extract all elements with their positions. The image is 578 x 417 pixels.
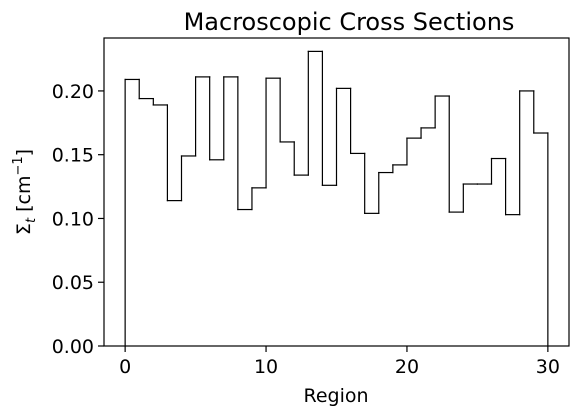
y-axis-label-subscript: t (24, 217, 39, 223)
chart-title: Macroscopic Cross Sections (184, 8, 515, 36)
y-tick-label: 0.05 (52, 272, 94, 294)
y-tick-label: 0.15 (52, 145, 94, 167)
y-axis-label-exponent: −1 (11, 156, 26, 175)
x-axis-ticks: 0 10 20 30 (119, 346, 560, 378)
step-series (124, 50, 549, 347)
y-axis-label: Σt [cm−1] (11, 149, 39, 235)
y-tick-label: 0.20 (52, 81, 94, 103)
y-axis-label-close: ] (13, 149, 35, 156)
x-axis-label: Region (303, 385, 368, 407)
y-tick-label: 0.10 (52, 208, 94, 230)
y-axis-label-symbol: Σ (13, 223, 35, 235)
x-tick-label: 20 (395, 356, 419, 378)
plot-area-frame (103, 37, 570, 347)
x-tick-label: 10 (254, 356, 278, 378)
x-tick-label: 30 (536, 356, 560, 378)
y-tick-label: 0.00 (52, 336, 94, 358)
y-axis-ticks: 0.00 0.05 0.10 0.15 0.20 (52, 81, 104, 358)
x-tick-label: 0 (119, 356, 131, 378)
y-axis-label-unit: [cm (13, 176, 35, 218)
